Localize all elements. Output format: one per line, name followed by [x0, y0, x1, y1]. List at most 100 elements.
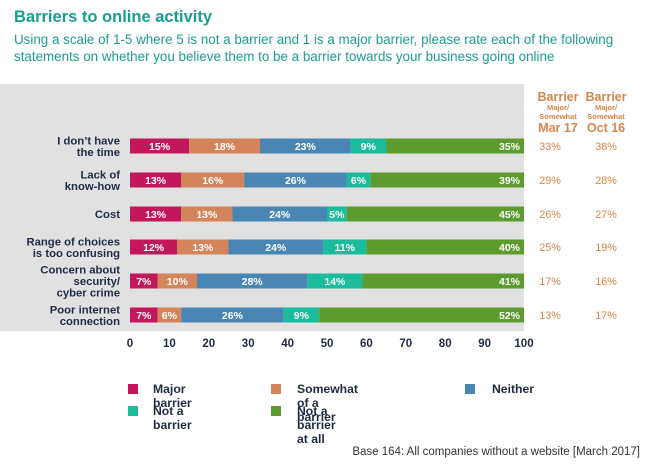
legend-swatch: [271, 406, 281, 416]
category-label: cyber crime: [57, 288, 120, 300]
bar-value-label: 7%: [136, 310, 152, 322]
mar17-value: 26%: [539, 209, 561, 221]
bar-value-label: 9%: [294, 310, 310, 322]
bar-value-label: 23%: [295, 141, 317, 153]
x-tick-label: 10: [163, 338, 176, 350]
bar-segment: [319, 307, 524, 323]
legend-swatch: [128, 406, 138, 416]
bar-segment: [130, 172, 182, 188]
category-label: security/: [74, 276, 121, 288]
bar-segment: [323, 239, 367, 255]
legend-label: Major barrier: [153, 382, 192, 410]
bar-value-label: 6%: [351, 175, 367, 187]
column-header-oct16-period: Oct 16: [586, 121, 626, 135]
category-label: connection: [60, 316, 120, 328]
bar-value-label: 40%: [499, 242, 521, 254]
oct16-value: 38%: [595, 141, 617, 153]
bar-value-label: 35%: [499, 141, 521, 153]
legend-label: Not a barrier: [153, 404, 192, 432]
bar-value-label: 26%: [285, 175, 307, 187]
bar-segment: [189, 138, 261, 154]
footnote: Base 164: All companies without a websit…: [352, 446, 640, 458]
bar-value-label: 5%: [329, 209, 345, 221]
category-label: Poor internet: [50, 304, 121, 316]
bar-segment: [130, 239, 178, 255]
column-header-mar17-period: Mar 17: [538, 121, 578, 135]
oct16-value: 19%: [595, 242, 617, 254]
bar-value-label: 39%: [499, 175, 521, 187]
bar-value-label: 24%: [265, 242, 287, 254]
column-header-oct16-sub1: Major/: [594, 103, 618, 112]
mar17-value: 33%: [539, 141, 561, 153]
bar-segment: [362, 273, 524, 289]
oct16-value: 27%: [595, 209, 617, 221]
oct16-value: 28%: [595, 175, 617, 187]
bar-segment: [366, 239, 524, 255]
bar-segment: [260, 138, 351, 154]
bar-segment: [228, 239, 324, 255]
bar-segment: [130, 138, 190, 154]
bar-segment: [370, 172, 524, 188]
column-header-mar17-sub1: Major/: [546, 103, 570, 112]
bar-value-label: 28%: [242, 276, 264, 288]
bar-segment: [386, 138, 524, 154]
x-tick-label: 0: [127, 338, 133, 350]
column-header-mar17: Barrier Major/ Somewhat Mar 17: [528, 90, 588, 135]
column-header-oct16-title: Barrier: [585, 90, 627, 104]
x-tick-label: 50: [321, 338, 334, 350]
mar17-value: 13%: [539, 310, 561, 322]
mar17-value: 25%: [539, 242, 561, 254]
column-header-mar17-sub2: Somewhat: [539, 111, 577, 121]
x-tick-label: 20: [202, 338, 215, 350]
legend-label: Somewhat of a barrier: [297, 382, 358, 424]
x-tick-label: 30: [242, 338, 255, 350]
bar-segment: [177, 239, 229, 255]
category-label: is too confusing: [33, 248, 120, 260]
bar-value-label: 41%: [499, 276, 521, 288]
bar-segment: [181, 307, 284, 323]
bar-value-label: 24%: [269, 209, 291, 221]
chart-subtitle: Using a scale of 1-5 where 5 is not a ba…: [14, 32, 614, 64]
mar17-value: 29%: [539, 175, 561, 187]
bar-value-label: 45%: [499, 209, 521, 221]
bar-segment: [350, 138, 387, 154]
bar-segment: [157, 307, 182, 323]
bar-value-label: 13%: [145, 175, 167, 187]
bar-value-label: 11%: [335, 242, 356, 254]
bar-value-label: 16%: [202, 175, 224, 187]
x-tick-label: 60: [360, 338, 373, 350]
bar-value-label: 13%: [196, 209, 218, 221]
bar-value-label: 26%: [222, 310, 244, 322]
bar-segment: [130, 307, 158, 323]
bar-value-label: 13%: [192, 242, 214, 254]
bar-segment: [232, 206, 327, 222]
legend-label: Not a barrier at all: [297, 404, 336, 446]
bar-value-label: 18%: [214, 141, 236, 153]
bar-value-label: 9%: [361, 141, 377, 153]
legend-swatch: [128, 384, 138, 394]
x-tick-label: 70: [399, 338, 412, 350]
bar-value-label: 13%: [145, 209, 167, 221]
bar-value-label: 7%: [136, 276, 152, 288]
category-label: Lack of: [80, 169, 120, 181]
bar-segment: [181, 206, 233, 222]
bar-segment: [196, 273, 308, 289]
bar-segment: [307, 273, 363, 289]
bar-segment: [346, 206, 524, 222]
bar-value-label: 10%: [167, 276, 189, 288]
legend-swatch: [271, 384, 281, 394]
bar-segment: [244, 172, 347, 188]
category-label: Range of choices: [26, 236, 120, 248]
bar-segment: [130, 206, 182, 222]
bar-value-label: 52%: [499, 310, 521, 322]
bar-value-label: 15%: [149, 141, 171, 153]
bar-value-label: 6%: [162, 310, 178, 322]
x-tick-label: 90: [478, 338, 491, 350]
oct16-value: 17%: [595, 310, 617, 322]
x-tick-label: 100: [514, 338, 533, 350]
category-label: know-how: [65, 181, 120, 193]
column-header-mar17-title: Barrier: [537, 90, 579, 104]
bar-segment: [346, 172, 371, 188]
legend-swatch: [465, 384, 475, 394]
